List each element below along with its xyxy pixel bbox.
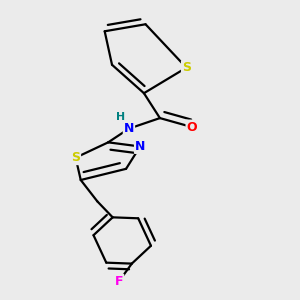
Text: N: N [135,140,145,153]
Text: O: O [187,121,197,134]
Text: N: N [124,122,134,135]
Text: S: S [71,151,80,164]
Text: F: F [115,275,123,288]
Text: S: S [182,61,191,74]
Text: H: H [116,112,125,122]
